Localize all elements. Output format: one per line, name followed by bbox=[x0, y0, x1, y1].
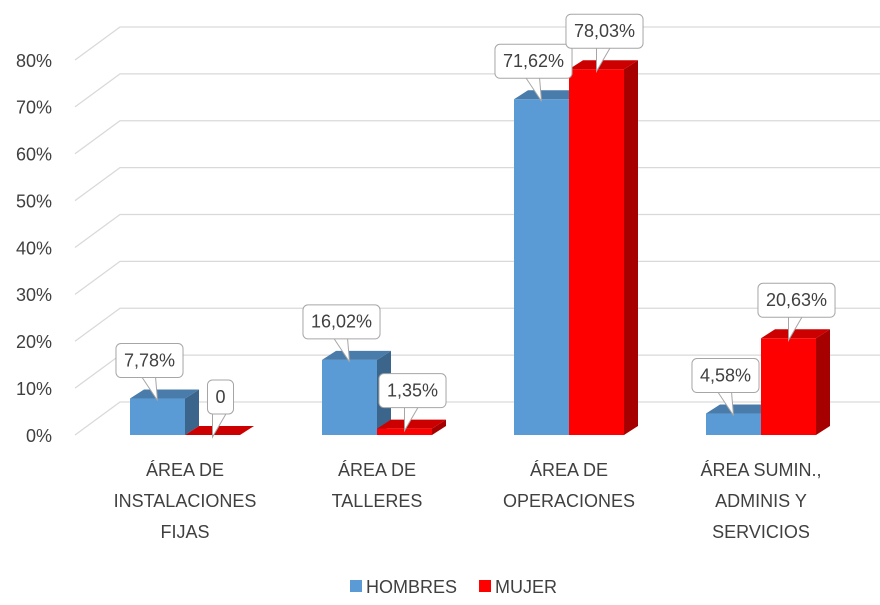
bar bbox=[377, 428, 432, 435]
bar bbox=[514, 99, 569, 435]
callout-box bbox=[691, 358, 760, 394]
callout-box bbox=[378, 373, 447, 409]
y-tick-label: 10% bbox=[16, 379, 52, 399]
data-label: 4,58% bbox=[700, 365, 751, 385]
callout-box bbox=[115, 343, 184, 379]
callout-pointer bbox=[333, 337, 350, 363]
y-tick-label: 30% bbox=[16, 285, 52, 305]
data-label: 78,03% bbox=[574, 21, 635, 41]
data-label: 7,78% bbox=[124, 350, 175, 370]
data-label: 1,35% bbox=[387, 380, 438, 400]
bar bbox=[322, 359, 377, 435]
y-tick-label: 40% bbox=[16, 238, 52, 258]
bar bbox=[130, 398, 185, 435]
callout-pointer bbox=[404, 406, 419, 433]
callout-pointer bbox=[596, 46, 611, 74]
y-tick-label: 70% bbox=[16, 98, 52, 118]
data-label: 71,62% bbox=[503, 51, 564, 71]
callout-box bbox=[206, 379, 235, 415]
y-tick-label: 50% bbox=[16, 191, 52, 211]
callout-pointer bbox=[788, 316, 803, 343]
callout-pointer bbox=[212, 412, 227, 439]
grid-line bbox=[74, 73, 880, 108]
callout-pointer bbox=[141, 376, 158, 401]
bar-top bbox=[761, 329, 830, 339]
bar-side bbox=[185, 389, 199, 435]
bar-top bbox=[569, 60, 638, 70]
x-tick-label: ÁREA DE OPERACIONES bbox=[502, 460, 636, 511]
bar-top bbox=[377, 419, 446, 429]
bar bbox=[761, 338, 816, 435]
x-tick-label: ÁREA DE TALLERES bbox=[331, 460, 423, 511]
bar-top bbox=[130, 389, 199, 399]
y-tick-label: 0% bbox=[26, 426, 52, 446]
bar-side bbox=[816, 329, 830, 435]
data-label: 20,63% bbox=[766, 290, 827, 310]
legend-label: MUJER bbox=[495, 577, 557, 597]
legend-label: HOMBRES bbox=[366, 577, 457, 597]
data-label: 16,02% bbox=[311, 312, 372, 332]
data-label: 0 bbox=[215, 387, 225, 407]
bar-side bbox=[624, 60, 638, 435]
callout-box bbox=[494, 43, 573, 79]
callout-pointer bbox=[525, 77, 542, 102]
callout-pointer bbox=[717, 391, 734, 416]
legend-swatch bbox=[350, 580, 362, 592]
bar-top bbox=[322, 350, 391, 360]
callout-box bbox=[757, 282, 836, 318]
bar bbox=[706, 413, 761, 435]
bar bbox=[569, 69, 624, 435]
grid-line bbox=[74, 26, 880, 61]
callout-box bbox=[565, 13, 644, 49]
grid-line bbox=[74, 213, 880, 249]
x-tick-label: ÁREA DE INSTALACIONES FIJAS bbox=[113, 460, 257, 542]
bar-top bbox=[514, 90, 583, 100]
y-tick-label: 80% bbox=[16, 51, 52, 71]
grid-line bbox=[74, 166, 880, 202]
callout-box bbox=[302, 304, 381, 340]
y-tick-label: 60% bbox=[16, 145, 52, 165]
legend-swatch bbox=[479, 580, 492, 592]
bar-top bbox=[185, 426, 254, 435]
x-tick-label: ÁREA SUMIN., ADMINIS Y SERVICIOS bbox=[700, 460, 822, 542]
bar-side bbox=[432, 419, 446, 435]
y-tick-label: 20% bbox=[16, 332, 52, 352]
bar-top bbox=[706, 404, 775, 414]
grid-line bbox=[74, 120, 880, 155]
